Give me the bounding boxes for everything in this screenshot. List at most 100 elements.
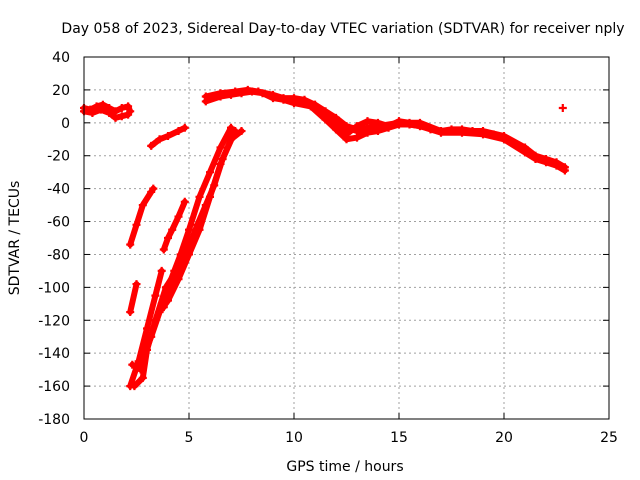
series-arc-2 (147, 123, 189, 150)
data-point (126, 308, 135, 317)
data-point (151, 291, 160, 300)
data-point (311, 100, 319, 109)
data-point (342, 130, 351, 139)
data-point (558, 104, 567, 113)
data-point (384, 122, 393, 131)
x-tick-label: 0 (80, 430, 89, 446)
data-point (174, 127, 183, 136)
data-point (155, 135, 164, 144)
data-point (180, 123, 189, 132)
data-point (500, 133, 508, 142)
y-tick-label: -140 (38, 346, 70, 362)
data-point (105, 108, 114, 117)
data-point (168, 225, 177, 234)
series-line (127, 281, 140, 315)
data-point (164, 131, 172, 140)
data-point (176, 263, 185, 272)
data-point (479, 128, 487, 137)
data-point (161, 283, 170, 292)
data-point (88, 108, 97, 117)
data-point (132, 220, 141, 229)
x-tick-label: 20 (495, 430, 513, 446)
y-tick-labels: 40 20 0 -20 -40 -60 -80 -100 -120 -140 -160 -180 (38, 50, 70, 428)
grid (84, 57, 609, 419)
plot-frame (83, 56, 610, 420)
chart-title: Day 058 of 2023, Sidereal Day-to-day VTE… (61, 21, 624, 37)
data-point (180, 197, 189, 206)
data-point (157, 266, 166, 275)
data-point (185, 225, 193, 234)
data-point (124, 102, 133, 111)
data-point (124, 110, 133, 119)
y-tick-label: -180 (38, 412, 70, 428)
data-point (126, 240, 135, 249)
data-point (185, 242, 193, 251)
axis-ticks (83, 56, 610, 420)
data-point (143, 345, 151, 354)
x-tick-label: 15 (390, 430, 408, 446)
x-tick-labels: 0 5 10 15 20 25 (80, 430, 618, 446)
data-point (489, 130, 498, 139)
data-point (128, 360, 137, 369)
data-point (321, 108, 330, 117)
x-tick-label: 25 (600, 430, 618, 446)
y-tick-label: -120 (38, 313, 70, 329)
data-point (243, 85, 252, 94)
data-point (216, 89, 225, 98)
data-point (332, 118, 340, 127)
data-point (216, 143, 225, 152)
data-point (206, 168, 214, 177)
data-point (130, 382, 139, 391)
series-midday-4 (311, 100, 508, 142)
series-line (131, 267, 180, 390)
series-arc-8 (159, 197, 189, 254)
data-point (193, 220, 202, 229)
data-point (117, 112, 126, 121)
data-point (521, 148, 529, 157)
data-point (231, 87, 240, 96)
data-point (447, 125, 456, 134)
data-point (149, 184, 158, 193)
y-tick-label: -80 (47, 247, 70, 263)
data-point (227, 123, 235, 132)
data-point (353, 133, 361, 142)
data-point (405, 118, 414, 127)
series-arc-9 (130, 266, 181, 391)
y-axis-label: SDTVAR / TECUs (7, 181, 23, 296)
x-tick-label: 10 (285, 430, 303, 446)
data-point (353, 122, 361, 131)
y-tick-label: -40 (47, 182, 70, 198)
data-point (138, 201, 147, 210)
data-point (195, 192, 204, 201)
data-point (468, 127, 477, 136)
x-axis-label: GPS time / hours (286, 459, 403, 475)
y-tick-label: 0 (61, 116, 70, 132)
y-tick-label: -20 (47, 149, 70, 165)
data-point (201, 92, 210, 101)
data-point (96, 105, 105, 114)
data-point (159, 245, 168, 254)
series-arc-3 (126, 280, 141, 317)
data-point (374, 118, 382, 127)
data-series (80, 85, 569, 391)
data-point (111, 113, 120, 122)
series-line (127, 185, 157, 248)
data-point (147, 141, 156, 150)
data-point (151, 316, 160, 325)
data-point (342, 122, 351, 131)
data-point (132, 280, 141, 289)
y-tick-label: 20 (52, 83, 70, 99)
y-tick-label: -60 (47, 215, 70, 231)
data-point (172, 266, 181, 275)
data-point (269, 92, 277, 101)
data-point (416, 118, 424, 127)
data-point (210, 181, 219, 190)
series-arc-1 (126, 184, 158, 249)
x-tick-label: 5 (185, 430, 194, 446)
data-point (290, 99, 298, 108)
data-point (552, 161, 561, 170)
data-point (560, 166, 569, 175)
data-point (363, 128, 372, 137)
data-point (363, 117, 372, 126)
